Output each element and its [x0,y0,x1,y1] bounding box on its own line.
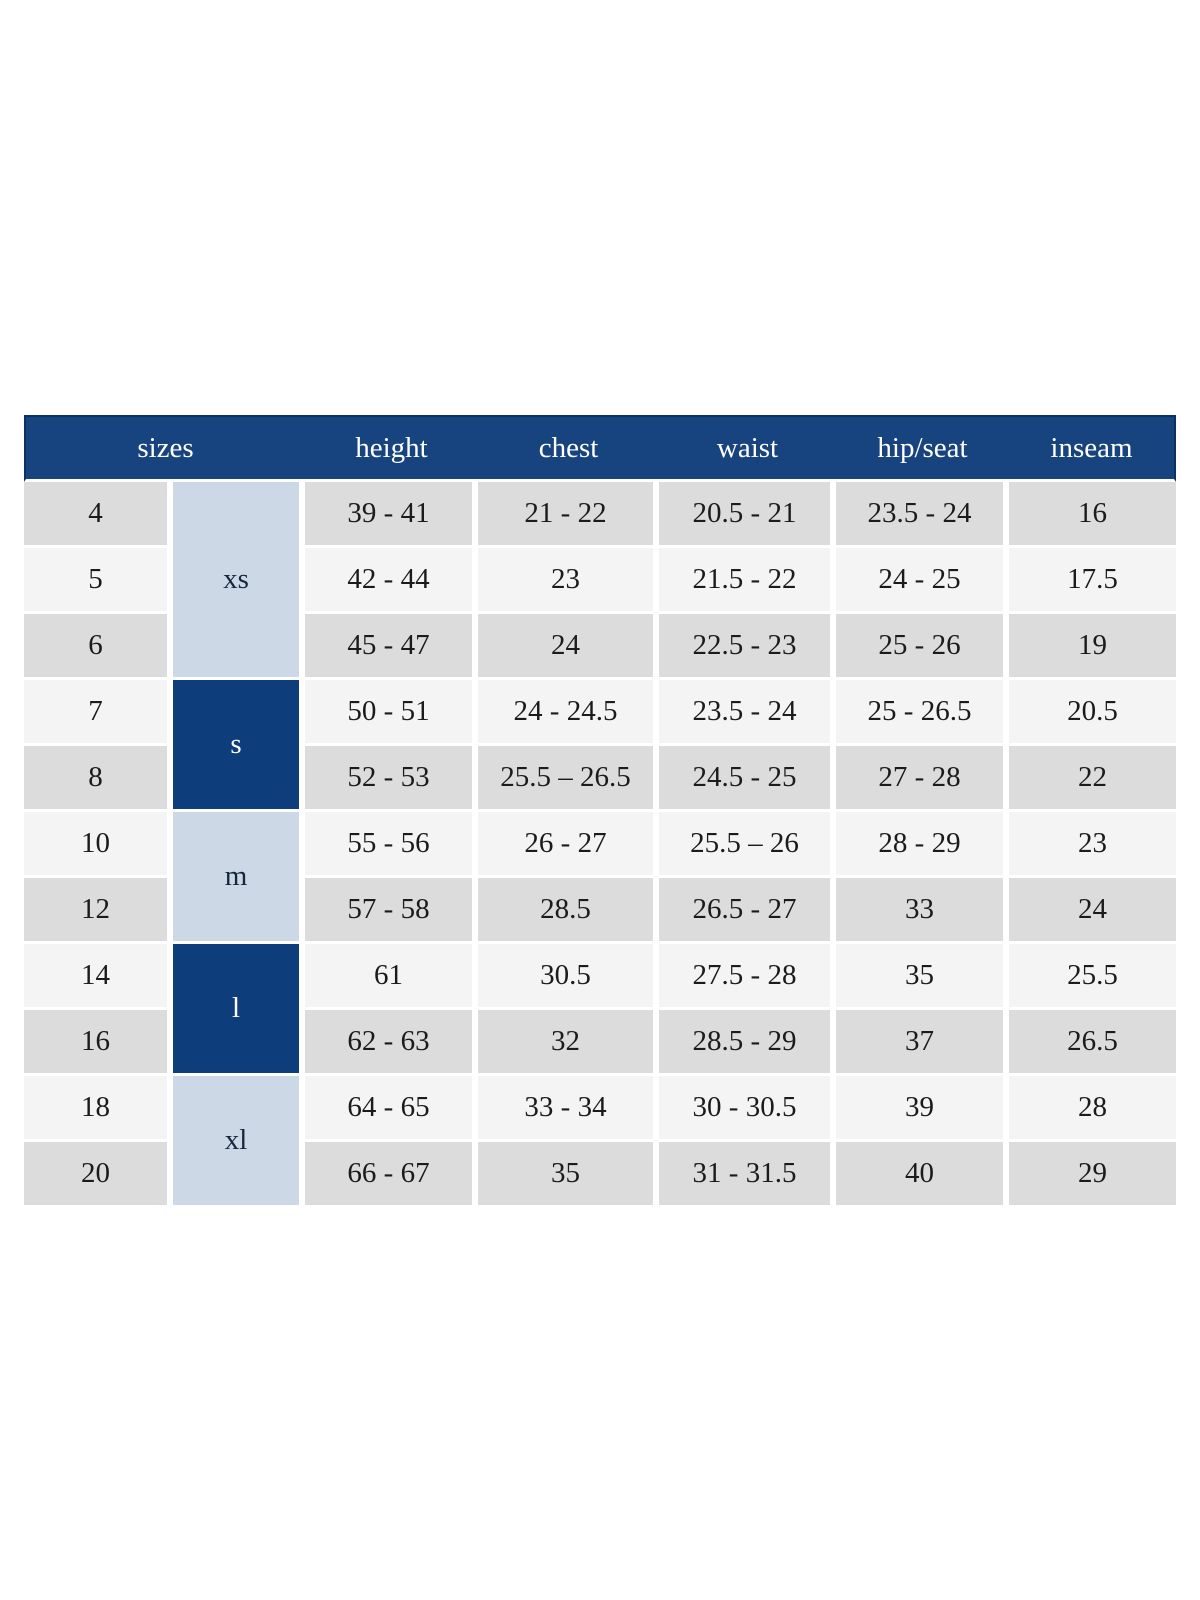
hip-seat-cell: 28 - 29 [836,812,1009,878]
chest-cell: 24 [478,614,659,680]
table-row: 7 s 50 - 51 24 - 24.5 23.5 - 24 25 - 26.5 20.5 [24,680,1176,812]
table-row: 14 l 61 30.5 27.5 - 28 35 25.5 [24,944,1176,1076]
inseam-cell: 19 [1009,614,1176,680]
height-cell: 64 - 65 [305,1076,478,1142]
chest-cell: 35 [478,1142,659,1208]
hip-seat-cell: 24 - 25 [836,548,1009,614]
size-cell: 10 [24,812,173,878]
size-cell: 20 [24,1142,173,1208]
height-cell: 57 - 58 [305,878,478,944]
size-cell: 7 [24,680,173,746]
size-group-cell: xs [173,482,305,680]
size-cell: 4 [24,482,173,548]
inseam-cell: 29 [1009,1142,1176,1208]
chest-cell: 25.5 – 26.5 [478,746,659,812]
hip-seat-cell: 39 [836,1076,1009,1142]
size-cell: 18 [24,1076,173,1142]
chest-cell: 33 - 34 [478,1076,659,1142]
waist-cell: 22.5 - 23 [659,614,836,680]
chest-cell: 23 [478,548,659,614]
waist-cell: 28.5 - 29 [659,1010,836,1076]
inseam-cell: 22 [1009,746,1176,812]
inseam-cell: 20.5 [1009,680,1176,746]
height-cell: 66 - 67 [305,1142,478,1208]
size-cell: 6 [24,614,173,680]
waist-cell: 30 - 30.5 [659,1076,836,1142]
height-cell: 55 - 56 [305,812,478,878]
header-row: sizes height chest waist hip/seat inseam [24,415,1176,482]
chest-cell: 24 - 24.5 [478,680,659,746]
table-row: 18 xl 64 - 65 33 - 34 30 - 30.5 39 28 [24,1076,1176,1208]
size-cell: 5 [24,548,173,614]
hip-seat-cell: 25 - 26.5 [836,680,1009,746]
col-header-chest: chest [478,415,659,482]
inseam-cell: 16 [1009,482,1176,548]
col-header-inseam: inseam [1009,415,1176,482]
height-cell: 42 - 44 [305,548,478,614]
waist-cell: 21.5 - 22 [659,548,836,614]
hip-seat-cell: 25 - 26 [836,614,1009,680]
table-row: 20 66 - 67 35 31 - 31.5 40 29 [24,1142,1176,1208]
waist-cell: 31 - 31.5 [659,1142,836,1208]
table-row: 16 62 - 63 32 28.5 - 29 37 26.5 [24,1010,1176,1076]
waist-cell: 25.5 – 26 [659,812,836,878]
height-cell: 52 - 53 [305,746,478,812]
waist-cell: 24.5 - 25 [659,746,836,812]
table-row: 8 52 - 53 25.5 – 26.5 24.5 - 25 27 - 28 22 [24,746,1176,812]
inseam-cell: 23 [1009,812,1176,878]
size-group-cell: s [173,680,305,812]
height-cell: 39 - 41 [305,482,478,548]
table-row: 4 xs 39 - 41 21 - 22 20.5 - 21 23.5 - 24 16 [24,482,1176,680]
col-header-sizes: sizes [24,415,305,482]
size-group-cell: m [173,812,305,944]
height-cell: 61 [305,944,478,1010]
waist-cell: 27.5 - 28 [659,944,836,1010]
height-cell: 45 - 47 [305,614,478,680]
height-cell: 50 - 51 [305,680,478,746]
hip-seat-cell: 27 - 28 [836,746,1009,812]
hip-seat-cell: 37 [836,1010,1009,1076]
waist-cell: 20.5 - 21 [659,482,836,548]
size-cell: 12 [24,878,173,944]
size-cell: 16 [24,1010,173,1076]
chest-cell: 32 [478,1010,659,1076]
height-cell: 62 - 63 [305,1010,478,1076]
size-cell: 8 [24,746,173,812]
table-row: 12 57 - 58 28.5 26.5 - 27 33 24 [24,878,1176,944]
inseam-cell: 25.5 [1009,944,1176,1010]
table-row: 10 m 55 - 56 26 - 27 25.5 – 26 28 - 29 23 [24,812,1176,944]
chest-cell: 21 - 22 [478,482,659,548]
col-header-waist: waist [659,415,836,482]
hip-seat-cell: 40 [836,1142,1009,1208]
size-chart: sizes height chest waist hip/seat inseam… [24,415,1176,1208]
hip-seat-cell: 33 [836,878,1009,944]
inseam-cell: 26.5 [1009,1010,1176,1076]
size-cell: 14 [24,944,173,1010]
col-header-hip-seat: hip/seat [836,415,1009,482]
hip-seat-cell: 23.5 - 24 [836,482,1009,548]
inseam-cell: 24 [1009,878,1176,944]
size-group-cell: l [173,944,305,1076]
inseam-cell: 17.5 [1009,548,1176,614]
chest-cell: 28.5 [478,878,659,944]
hip-seat-cell: 35 [836,944,1009,1010]
col-header-height: height [305,415,478,482]
table-row: 6 45 - 47 24 22.5 - 23 25 - 26 19 [24,614,1176,680]
waist-cell: 26.5 - 27 [659,878,836,944]
table-row: 5 42 - 44 23 21.5 - 22 24 - 25 17.5 [24,548,1176,614]
chest-cell: 30.5 [478,944,659,1010]
size-group-cell: xl [173,1076,305,1208]
waist-cell: 23.5 - 24 [659,680,836,746]
table-body: 4 xs 39 - 41 21 - 22 20.5 - 21 23.5 - 24 16 5 42… [24,482,1176,1208]
chest-cell: 26 - 27 [478,812,659,878]
inseam-cell: 28 [1009,1076,1176,1142]
size-chart-table: sizes height chest waist hip/seat inseam… [24,415,1176,1208]
